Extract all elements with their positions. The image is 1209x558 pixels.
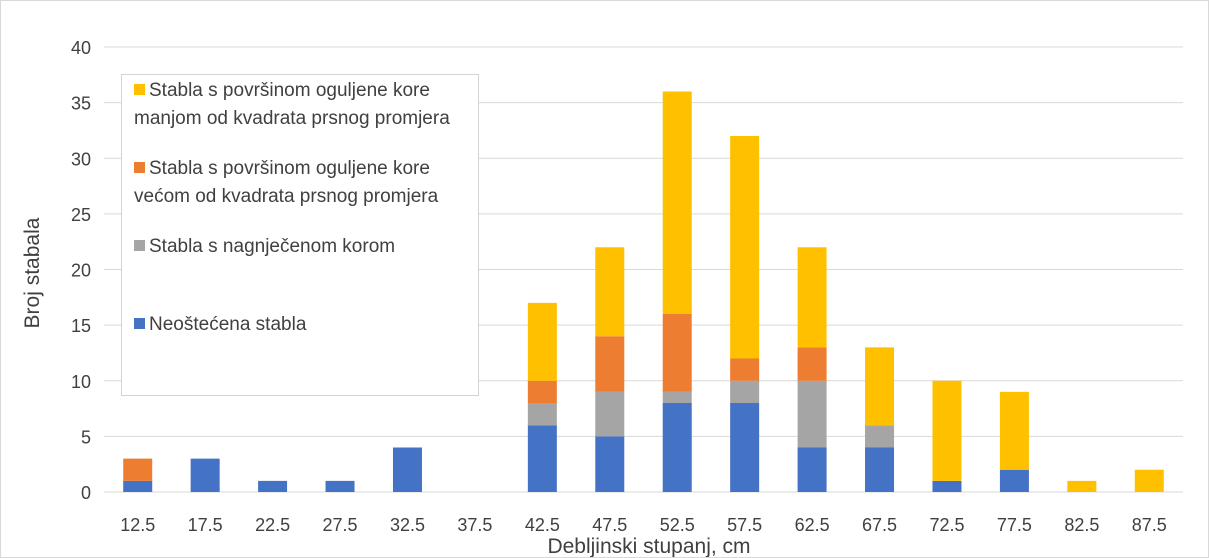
bar-segment [527, 425, 557, 492]
x-tick-label: 82.5 [1064, 515, 1099, 535]
bar-segment [730, 136, 760, 359]
bar-segment [932, 380, 962, 481]
bar-segment [392, 447, 422, 492]
bar-segment [730, 358, 760, 381]
x-tick-label: 57.5 [727, 515, 762, 535]
legend: Stabla s površinom oguljene kore manjom … [121, 74, 479, 396]
y-tick-label: 5 [81, 427, 91, 447]
bar-segment [797, 347, 827, 381]
y-tick-label: 35 [71, 94, 91, 114]
legend-swatch-yellow [134, 84, 145, 95]
bar-segment [123, 480, 153, 492]
legend-swatch-gray [134, 240, 145, 251]
bar-segment [865, 347, 895, 426]
x-tick-label: 72.5 [929, 515, 964, 535]
bar-segment [865, 425, 895, 448]
bar-segment [325, 480, 355, 492]
bar-segment [662, 314, 692, 392]
x-tick-label: 47.5 [592, 515, 627, 535]
x-tick-label: 87.5 [1132, 515, 1167, 535]
bar-segment [662, 91, 692, 314]
bar-segment [797, 447, 827, 492]
x-tick-label: 12.5 [120, 515, 155, 535]
x-tick-label: 22.5 [255, 515, 290, 535]
bar-segment [730, 380, 760, 403]
x-tick-labels: 12.5 17.5 22.5 27.5 32.5 37.5 42.5 47.5 52.5 57.5… [120, 515, 1167, 535]
legend-item-yellow: Stabla s površinom oguljene kore manjom … [134, 77, 474, 133]
x-tick-label: 17.5 [188, 515, 223, 535]
legend-label-blue: Neoštećena stabla [149, 314, 307, 335]
bar-segment [730, 403, 760, 492]
y-tick-label: 10 [71, 372, 91, 392]
bar-segment [999, 469, 1029, 492]
bar-segment [865, 447, 895, 492]
bar-segment [1134, 469, 1164, 492]
legend-item-gray: Stabla s nagnječenom korom [134, 233, 474, 261]
y-tick-label: 20 [71, 261, 91, 281]
legend-label-orange: Stabla s površinom oguljene kore većom o… [134, 158, 439, 207]
bar-segment [527, 302, 557, 381]
bar-segment [527, 380, 557, 403]
legend-item-orange: Stabla s površinom oguljene kore većom o… [134, 155, 474, 211]
x-tick-label: 42.5 [525, 515, 560, 535]
bar-segment [797, 247, 827, 348]
bar-segment [595, 247, 625, 337]
bar-segment [999, 391, 1029, 470]
bar-segment [662, 391, 692, 403]
x-tick-label: 52.5 [660, 515, 695, 535]
y-tick-label: 40 [71, 38, 91, 58]
y-axis-label: Broj stabala [21, 217, 44, 328]
bar-segment [662, 403, 692, 492]
x-tick-label: 67.5 [862, 515, 897, 535]
bar-segment [190, 458, 220, 492]
x-axis-label: Debljinski stupanj, cm [547, 535, 750, 557]
y-tick-label: 25 [71, 205, 91, 225]
bar-segment [932, 480, 962, 492]
y-tick-labels: 0 5 10 15 20 25 30 35 40 [71, 38, 91, 503]
legend-swatch-blue [134, 318, 145, 329]
bar-segment [595, 436, 625, 492]
bar-segment [797, 380, 827, 448]
x-tick-label: 62.5 [795, 515, 830, 535]
bar-segment [258, 480, 288, 492]
legend-item-blue: Neoštećena stabla [134, 311, 474, 339]
x-tick-label: 32.5 [390, 515, 425, 535]
y-tick-label: 15 [71, 316, 91, 336]
bar-segment [595, 336, 625, 392]
legend-label-yellow: Stabla s površinom oguljene kore manjom … [134, 80, 450, 129]
bar-segment [1067, 480, 1097, 492]
x-tick-label: 27.5 [323, 515, 358, 535]
y-tick-label: 30 [71, 149, 91, 169]
bar-segment [527, 403, 557, 426]
bar-segment [123, 458, 153, 481]
bars [123, 91, 1164, 492]
x-tick-label: 37.5 [457, 515, 492, 535]
legend-swatch-orange [134, 162, 145, 173]
legend-label-gray: Stabla s nagnječenom korom [149, 236, 396, 257]
y-tick-label: 0 [81, 483, 91, 503]
x-tick-label: 77.5 [997, 515, 1032, 535]
bar-segment [595, 391, 625, 437]
